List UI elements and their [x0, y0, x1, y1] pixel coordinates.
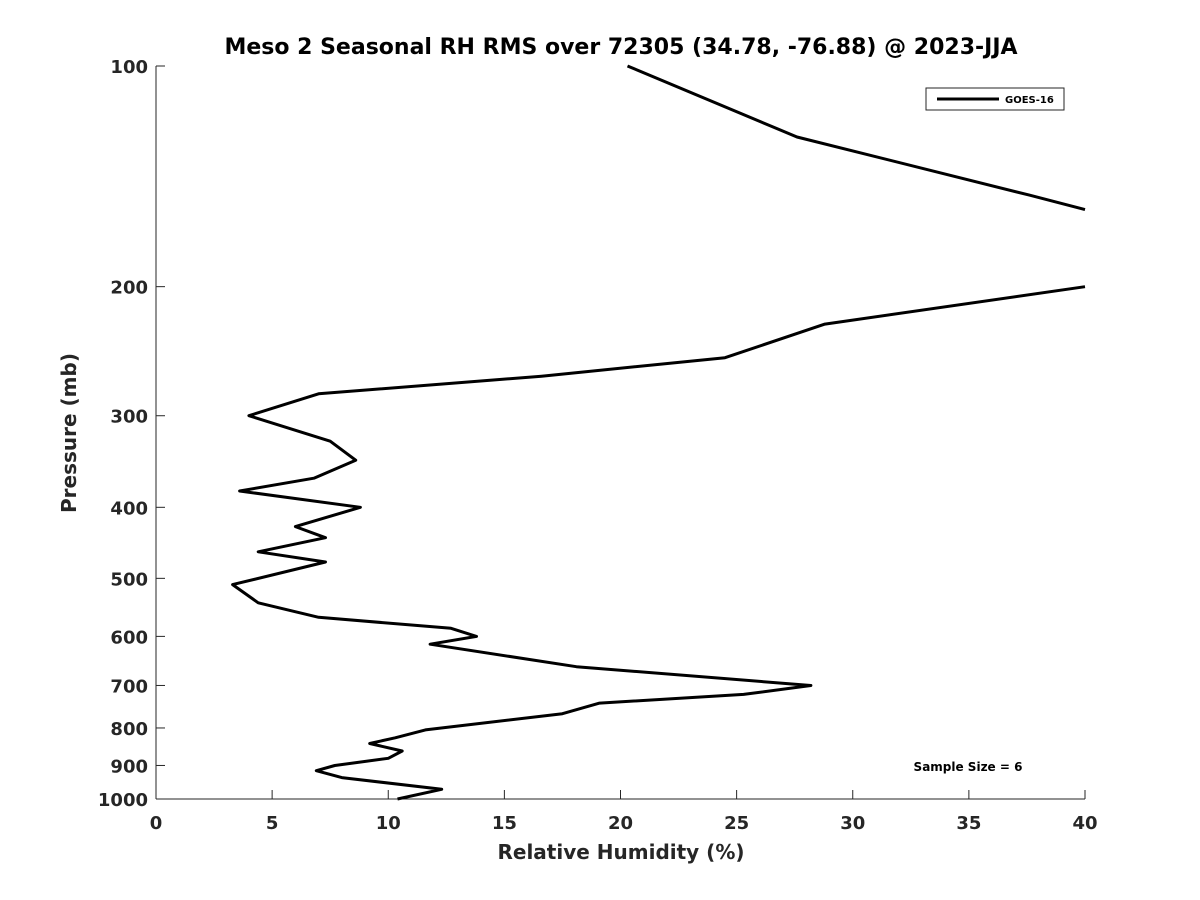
y-tick-label: 400	[110, 498, 148, 519]
x-tick-label: 10	[376, 813, 401, 834]
x-tick-label: 20	[608, 813, 633, 834]
x-tick-label: 40	[1072, 813, 1097, 834]
legend-label-goes16: GOES-16	[1005, 95, 1054, 106]
y-tick-label: 500	[110, 569, 148, 590]
y-axis-label: Pressure (mb)	[57, 353, 81, 513]
axes: 0 5 10 15 20 25 30 35 40 100 200 300 400 500 600 700 800…	[98, 57, 1098, 834]
x-tick-label: 5	[266, 813, 279, 834]
series-line-goes-16	[231, 64, 1086, 801]
y-tick-label: 200	[110, 278, 148, 299]
x-tick-label: 15	[492, 813, 517, 834]
x-axis-label: Relative Humidity (%)	[497, 840, 744, 864]
series-layer	[231, 64, 1086, 801]
x-tick-label: 0	[150, 813, 163, 834]
y-tick-label: 600	[110, 627, 148, 648]
y-tick-label: 800	[110, 719, 148, 740]
y-tick-label: 1000	[98, 790, 148, 811]
y-tick-label: 700	[110, 676, 148, 697]
x-tick-label: 30	[840, 813, 865, 834]
chart-title: Meso 2 Seasonal RH RMS over 72305 (34.78…	[224, 35, 1017, 60]
x-tick-label: 35	[956, 813, 981, 834]
y-tick-label: 900	[110, 756, 148, 777]
y-tick-label: 300	[110, 407, 148, 428]
legend: GOES-16	[925, 87, 1065, 111]
sample-size-annotation: Sample Size = 6	[914, 760, 1023, 774]
y-tick-label: 100	[110, 57, 148, 78]
x-tick-label: 25	[724, 813, 749, 834]
